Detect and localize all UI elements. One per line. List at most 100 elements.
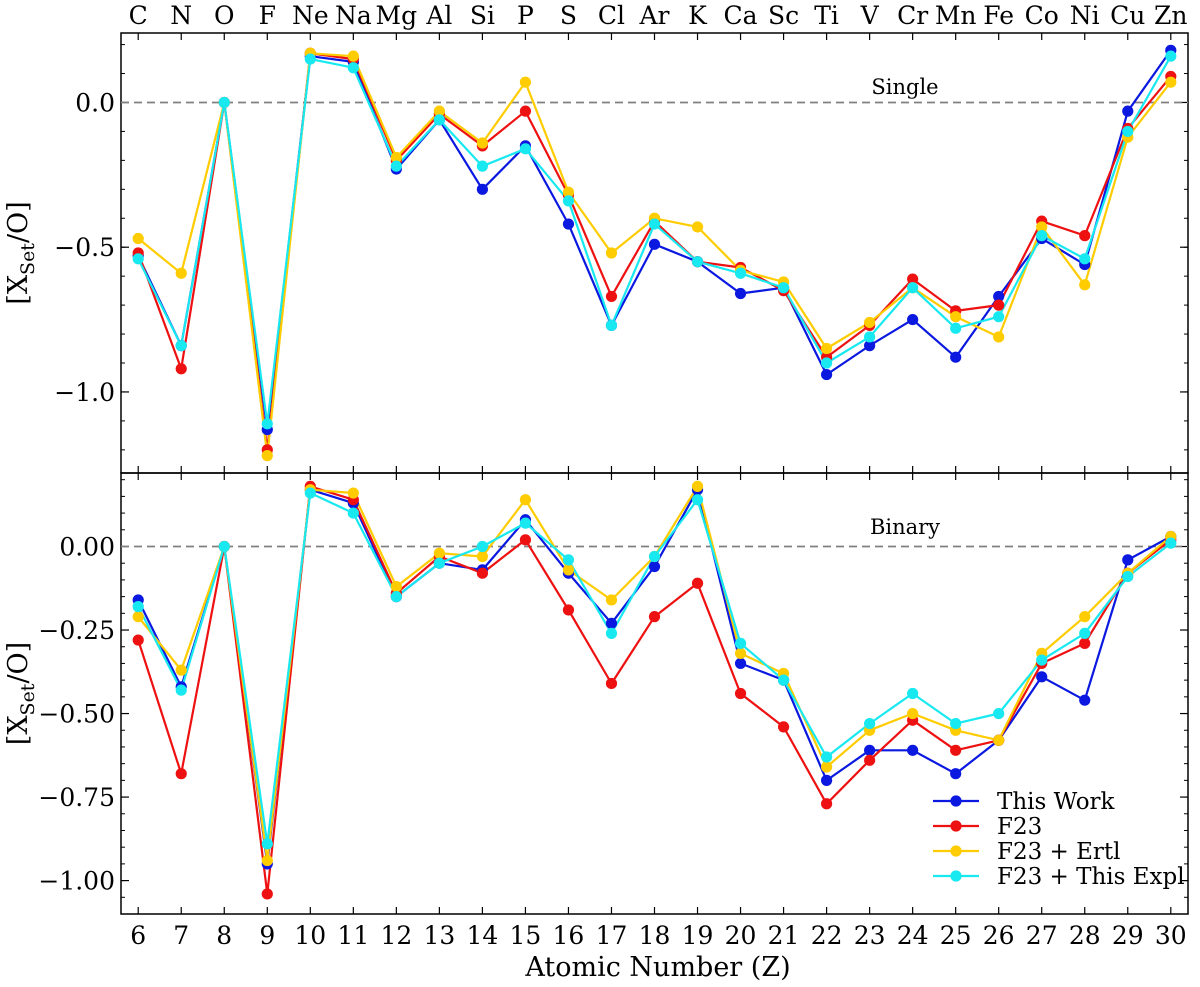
data-point (734, 637, 747, 649)
data-point (132, 232, 144, 245)
data-point (1165, 76, 1177, 88)
x-tick-label: 8 (216, 921, 232, 950)
x-axis-label: Atomic Number (Z) (524, 952, 790, 983)
plot-frame (120, 32, 1189, 474)
data-point (907, 687, 919, 700)
data-point (433, 114, 445, 126)
x-tick-label: 15 (510, 921, 542, 950)
y-axis-label-tail: /O] (3, 642, 34, 684)
legend-label: This Work (997, 789, 1116, 815)
data-point (261, 450, 273, 462)
x-tick-label: 17 (596, 921, 628, 950)
data-point (433, 547, 445, 559)
element-symbol-label: O (214, 1, 235, 30)
data-point (864, 316, 876, 329)
data-point (993, 734, 1005, 746)
x-tick-label: 21 (768, 921, 800, 950)
data-point (691, 577, 704, 589)
y-tick-label: −0.50 (38, 700, 115, 729)
data-point (691, 256, 704, 268)
data-point (476, 550, 489, 563)
data-point (777, 721, 790, 733)
data-point (1122, 570, 1134, 583)
data-point (864, 331, 876, 343)
data-point (1036, 654, 1048, 666)
data-point (519, 105, 532, 117)
data-point (175, 768, 187, 780)
data-point (1079, 253, 1091, 265)
data-point (433, 557, 445, 569)
legend-marker (950, 845, 962, 857)
data-point (820, 798, 833, 810)
y-tick-label: −0.75 (38, 783, 115, 812)
element-symbol-label: P (517, 1, 534, 30)
data-point (1122, 554, 1134, 566)
x-tick-label: 28 (1069, 921, 1101, 950)
x-tick-label: 24 (897, 921, 929, 950)
x-tick-label: 7 (173, 921, 189, 950)
data-point (648, 550, 661, 563)
data-point (950, 311, 962, 323)
data-point (605, 594, 618, 606)
data-point (820, 751, 833, 763)
data-point (390, 151, 402, 164)
data-point (1036, 671, 1048, 683)
data-point (777, 674, 790, 686)
data-point (907, 744, 919, 756)
data-point (950, 717, 962, 730)
panel-tag: Binary (870, 515, 940, 539)
data-point (1079, 230, 1091, 242)
panel-tag: Single (871, 75, 938, 99)
data-point (820, 761, 833, 773)
data-point (993, 290, 1005, 303)
x-tick-label: 30 (1155, 921, 1187, 950)
data-point (175, 267, 187, 279)
x-tick-label: 20 (725, 921, 757, 950)
x-tick-label: 14 (466, 921, 498, 950)
data-point (562, 564, 575, 576)
data-point (605, 617, 618, 629)
data-point (175, 340, 187, 352)
data-point (950, 351, 962, 363)
legend-marker (950, 820, 962, 832)
data-point (864, 754, 876, 766)
data-point (1036, 230, 1048, 242)
data-point (476, 183, 489, 195)
data-point (907, 707, 919, 720)
data-point (347, 507, 359, 519)
data-point (562, 195, 575, 207)
legend-label: F23 + This Expl (997, 864, 1185, 890)
data-point (907, 282, 919, 294)
data-point (519, 534, 532, 546)
data-point (519, 494, 532, 506)
x-tick-label: 26 (983, 921, 1015, 950)
data-point (993, 311, 1005, 323)
panel-binary: 0.00 −0.25 −0.50 −0.75 −1.00 [XSet/O] Binary (3, 472, 1189, 915)
element-symbol-label: S (560, 1, 577, 30)
data-point (950, 744, 962, 756)
data-point (648, 611, 661, 623)
y-tick-label: −0.25 (38, 616, 115, 645)
data-point (562, 604, 575, 616)
element-symbol-label: Na (335, 1, 372, 30)
data-point (132, 634, 144, 646)
element-symbol-label: Ne (292, 1, 329, 30)
y-axis-label-subscript: Set (17, 243, 39, 275)
x-tick-label: 19 (682, 921, 714, 950)
y-axis-label: [XSet/O] (3, 642, 39, 745)
y-axis-label-main: [X (3, 274, 34, 305)
series-line (137, 52, 1172, 451)
x-tick-label: 27 (1026, 921, 1058, 950)
data-point (993, 331, 1005, 343)
element-symbol-label: Ti (814, 1, 839, 30)
data-point (993, 299, 1005, 311)
element-symbol-label: Mg (376, 1, 418, 30)
data-point (261, 854, 273, 867)
data-point (261, 418, 273, 430)
legend-marker (950, 795, 962, 807)
x-tick-label: 29 (1112, 921, 1144, 950)
legend-label: F23 + Ertl (997, 839, 1121, 865)
data-point (950, 768, 962, 780)
x-tick-label: 18 (639, 921, 671, 950)
